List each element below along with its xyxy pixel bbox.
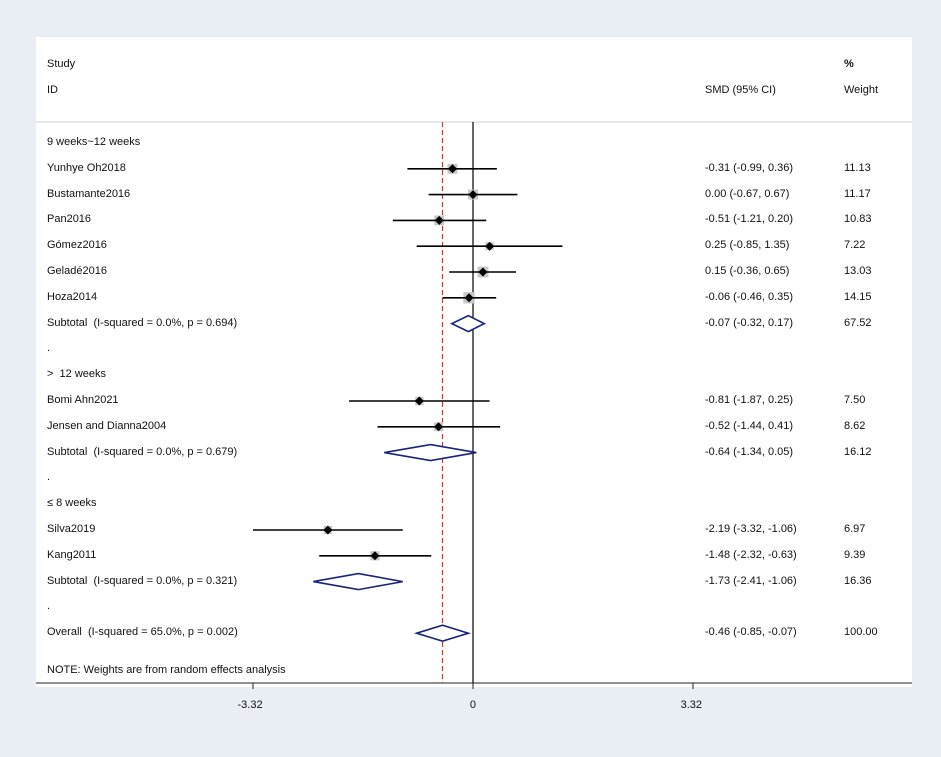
ci-text: 0.00 (-0.67, 0.67) — [705, 187, 790, 200]
ci-text: -1.48 (-2.32, -0.63) — [705, 548, 797, 561]
group-label: > 12 weeks — [47, 368, 107, 381]
subtotal-label: Subtotal (I-squared = 0.0%, p = 0.679) — [47, 445, 238, 458]
weight-text: 10.83 — [844, 213, 872, 226]
ci-text: -0.31 (-0.99, 0.36) — [705, 161, 794, 174]
point-estimate — [478, 267, 488, 277]
point-estimate — [468, 190, 478, 200]
point-estimate — [370, 551, 380, 561]
study-label: Kang2011 — [47, 548, 97, 561]
group-label: ≤ 8 weeks — [47, 497, 97, 510]
subtotal-label: Subtotal (I-squared = 0.0%, p = 0.321) — [47, 574, 238, 587]
point-estimate — [447, 164, 457, 174]
weight-text: 16.12 — [844, 445, 872, 458]
study-label: Pan2016 — [47, 213, 92, 226]
study-label: Silva2019 — [47, 523, 96, 535]
ci-text: -0.52 (-1.44, 0.41) — [705, 419, 794, 432]
ci-text: -0.46 (-0.85, -0.07) — [705, 626, 797, 639]
x-tick-label: 0 — [469, 699, 477, 711]
subtotal-diamond — [384, 443, 477, 462]
header-weight: Weight — [844, 84, 879, 96]
weight-text: 100.00 — [844, 626, 878, 639]
study-label: Jensen and Dianna2004 — [47, 419, 167, 432]
header-smd: SMD (95% CI) — [705, 84, 776, 96]
weight-text: 7.22 — [844, 239, 866, 252]
study-label: Bustamante2016 — [47, 187, 131, 200]
weight-text: 67.52 — [844, 316, 872, 329]
weight-text: 13.03 — [844, 265, 872, 277]
ci-text: -1.73 (-2.41, -1.06) — [705, 574, 797, 587]
ci-text: -2.19 (-3.32, -1.06) — [705, 523, 797, 535]
ci-text: -0.64 (-1.34, 0.05) — [705, 445, 794, 458]
weight-text: 11.17 — [844, 187, 871, 200]
ci-text: -0.51 (-1.21, 0.20) — [705, 213, 794, 226]
point-estimate — [464, 293, 474, 303]
point-estimate — [414, 396, 424, 406]
header-percent: % — [844, 58, 854, 70]
overall-diamond — [413, 624, 472, 643]
subtotal-diamond — [449, 314, 487, 333]
note-text: NOTE: Weights are from random effects an… — [47, 664, 286, 676]
point-estimate — [485, 241, 495, 251]
study-label: Geladé2016 — [47, 265, 107, 277]
weight-text: 16.36 — [844, 574, 872, 587]
header-study: Study — [47, 58, 76, 70]
ci-text: 0.25 (-0.85, 1.35) — [705, 239, 790, 252]
weight-text: 8.62 — [844, 419, 866, 432]
study-label: Hoza2014 — [47, 290, 98, 303]
group-label: 9 weeks~12 weeks — [47, 136, 141, 148]
weight-text: 6.97 — [844, 523, 866, 535]
subtotal-diamond — [313, 572, 403, 591]
forest-plot-frame — [36, 37, 912, 687]
weight-text: 9.39 — [844, 548, 866, 561]
weight-text: 14.15 — [844, 290, 872, 303]
x-tick-label: 3.32 — [680, 699, 703, 711]
ci-text: -0.81 (-1.87, 0.25) — [705, 394, 794, 406]
weight-text: 7.50 — [844, 394, 866, 406]
header-id: ID — [47, 84, 58, 96]
point-estimate — [434, 422, 444, 432]
weight-text: 11.13 — [844, 161, 871, 174]
ci-text: 0.15 (-0.36, 0.65) — [705, 265, 790, 277]
overall-label: Overall (I-squared = 65.0%, p = 0.002) — [47, 626, 238, 639]
ci-text: -0.07 (-0.32, 0.17) — [705, 316, 794, 329]
spacer-dot: . — [47, 342, 51, 355]
spacer-dot: . — [47, 600, 51, 613]
point-estimate — [323, 525, 333, 535]
study-label: Bomi Ahn2021 — [47, 394, 119, 406]
subtotal-label: Subtotal (I-squared = 0.0%, p = 0.694) — [47, 316, 238, 329]
x-tick-label: -3.32 — [237, 699, 263, 711]
point-estimate — [434, 215, 444, 225]
spacer-dot: . — [47, 471, 51, 484]
study-label: Gómez2016 — [47, 239, 107, 252]
ci-text: -0.06 (-0.46, 0.35) — [705, 290, 794, 303]
study-label: Yunhye Oh2018 — [47, 161, 126, 174]
